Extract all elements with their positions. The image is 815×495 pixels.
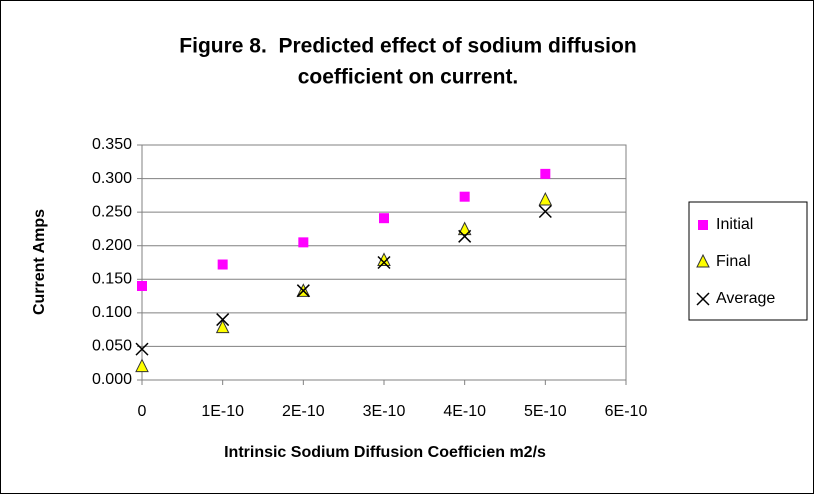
legend-label: Average [716,290,775,307]
marker-x [296,284,310,298]
y-tick-label: 0.250 [92,203,132,220]
legend [688,201,808,321]
marker-triangle [215,319,230,334]
marker-triangle [457,221,472,236]
x-tick-label: 4E-10 [443,403,486,420]
y-tick-label: 0.350 [92,136,132,153]
y-tick-label: 0.150 [92,271,132,288]
marker-square [298,237,309,248]
marker-x [458,229,472,243]
x-tick-label: 0 [138,403,147,420]
legend-label: Final [716,253,751,270]
marker-square [540,168,551,179]
marker-square [459,191,470,202]
legend-label: Initial [716,216,753,233]
marker-x [538,204,552,219]
y-tick-label: 0.000 [92,371,132,388]
x-tick-label: 6E-10 [605,403,648,420]
marker-square [379,213,389,224]
chart-title: Figure 8. Predicted effect of sodium dif… [179,35,636,58]
marker-square [137,281,147,291]
y-axis-title: Current Amps [31,209,48,315]
x-tick-label: 2E-10 [282,403,325,420]
marker-x [377,255,391,270]
marker-triangle [696,253,710,268]
y-tick-label: 0.300 [92,170,132,187]
chart-title: coefficient on current. [298,66,519,89]
x-tick-label: 1E-10 [201,403,244,420]
y-tick-label: 0.100 [92,304,132,321]
marker-x [135,342,149,356]
marker-square [217,259,228,270]
marker-x [696,292,710,306]
y-tick-label: 0.050 [92,338,132,355]
marker-square [698,220,708,230]
marker-triangle [538,191,553,206]
x-tick-label: 3E-10 [363,403,406,420]
marker-x [216,313,230,327]
marker-triangle [135,358,149,373]
x-tick-label: 5E-10 [524,403,567,420]
y-tick-label: 0.200 [92,237,132,254]
x-axis-title: Intrinsic Sodium Diffusion Coefficien m2… [224,444,546,461]
